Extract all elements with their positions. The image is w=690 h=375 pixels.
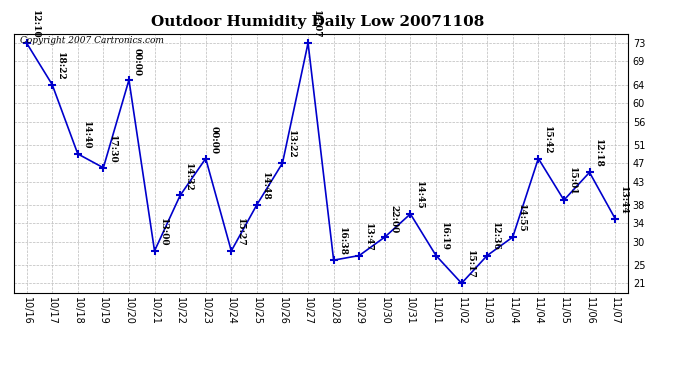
Text: 13:22: 13:22 xyxy=(286,130,295,159)
Text: 14:32: 14:32 xyxy=(184,162,193,191)
Text: 15:01: 15:01 xyxy=(568,167,577,196)
Text: 13:47: 13:47 xyxy=(364,223,373,251)
Text: 14:40: 14:40 xyxy=(82,121,91,150)
Text: 17:30: 17:30 xyxy=(108,135,117,164)
Text: 12:18: 12:18 xyxy=(593,140,602,168)
Text: 14:07: 14:07 xyxy=(312,10,322,39)
Text: 15:42: 15:42 xyxy=(542,126,551,154)
Text: 14:55: 14:55 xyxy=(517,204,526,233)
Text: 12:10: 12:10 xyxy=(31,10,40,39)
Text: 22:00: 22:00 xyxy=(389,205,398,233)
Text: 16:38: 16:38 xyxy=(338,227,347,256)
Text: 12:36: 12:36 xyxy=(491,222,500,251)
Text: 13:44: 13:44 xyxy=(619,186,629,214)
Text: 15:27: 15:27 xyxy=(235,218,244,247)
Text: Outdoor Humidity Daily Low 20071108: Outdoor Humidity Daily Low 20071108 xyxy=(150,15,484,29)
Text: 00:00: 00:00 xyxy=(210,126,219,154)
Text: 18:22: 18:22 xyxy=(57,52,66,80)
Text: Copyright 2007 Cartronics.com: Copyright 2007 Cartronics.com xyxy=(20,36,164,45)
Text: 16:19: 16:19 xyxy=(440,222,449,251)
Text: 15:17: 15:17 xyxy=(466,251,475,279)
Text: 14:48: 14:48 xyxy=(261,172,270,201)
Text: 14:45: 14:45 xyxy=(415,181,424,210)
Text: 00:00: 00:00 xyxy=(133,48,142,76)
Text: 13:00: 13:00 xyxy=(159,218,168,247)
